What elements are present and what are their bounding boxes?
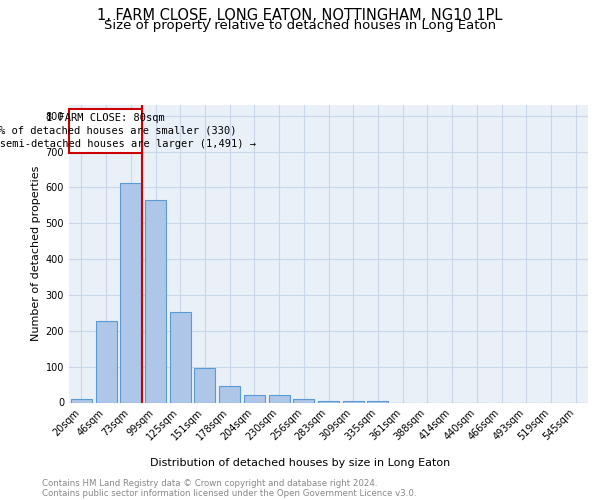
Bar (367, 400, 388, 402)
Bar (194, 368, 215, 402)
Bar (343, 400, 364, 402)
Bar (170, 312, 191, 402)
Text: 1 FARM CLOSE: 80sqm: 1 FARM CLOSE: 80sqm (46, 113, 165, 123)
Bar (293, 399, 314, 402)
Bar (95, 321, 116, 402)
Text: ← 18% of detached houses are smaller (330): ← 18% of detached houses are smaller (33… (0, 126, 237, 136)
Bar (244, 394, 265, 402)
Text: Contains public sector information licensed under the Open Government Licence v3: Contains public sector information licen… (42, 489, 416, 498)
Bar (145, 200, 166, 402)
Text: 1, FARM CLOSE, LONG EATON, NOTTINGHAM, NG10 1PL: 1, FARM CLOSE, LONG EATON, NOTTINGHAM, N… (97, 8, 503, 22)
Text: 81% of semi-detached houses are larger (1,491) →: 81% of semi-detached houses are larger (… (0, 138, 256, 148)
Bar (219, 386, 240, 402)
Bar (120, 183, 141, 402)
Bar (318, 400, 339, 402)
Text: Distribution of detached houses by size in Long Eaton: Distribution of detached houses by size … (150, 458, 450, 468)
Bar (71, 399, 92, 402)
Text: Size of property relative to detached houses in Long Eaton: Size of property relative to detached ho… (104, 19, 496, 32)
Text: Contains HM Land Registry data © Crown copyright and database right 2024.: Contains HM Land Registry data © Crown c… (42, 479, 377, 488)
Bar (269, 394, 290, 402)
FancyBboxPatch shape (70, 110, 142, 152)
Y-axis label: Number of detached properties: Number of detached properties (31, 166, 41, 342)
